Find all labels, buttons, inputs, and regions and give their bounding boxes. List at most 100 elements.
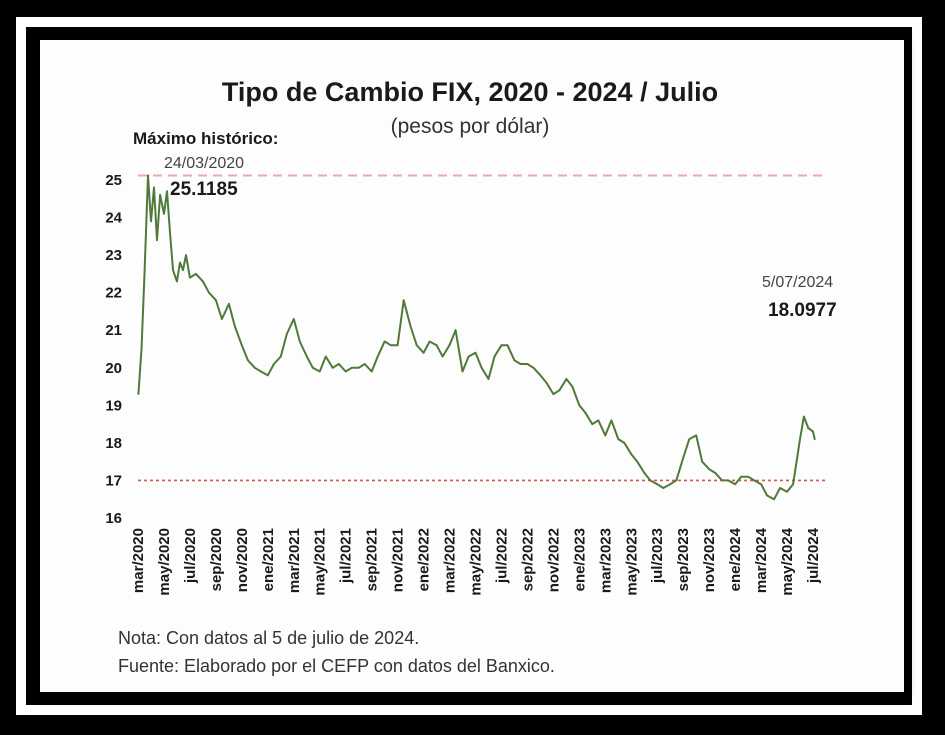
x-tick-label: jul/2020: [182, 528, 199, 584]
data-point: [714, 472, 717, 474]
x-tick-label: nov/2022: [545, 528, 562, 592]
data-point: [311, 366, 314, 369]
data-point: [688, 438, 691, 440]
data-point: [500, 344, 503, 347]
data-point: [786, 490, 788, 493]
data-point: [734, 483, 736, 486]
data-point: [389, 344, 392, 347]
data-point: [169, 231, 171, 234]
x-tick-label: sep/2022: [519, 528, 536, 591]
data-point: [708, 468, 711, 471]
data-point: [727, 479, 730, 482]
data-point: [519, 363, 522, 365]
data-point: [137, 393, 140, 395]
data-point: [643, 472, 646, 474]
data-point: [208, 291, 210, 294]
max-annotation-heading: Máximo histórico:: [133, 129, 278, 148]
data-point: [813, 438, 816, 441]
data-point: [156, 239, 158, 242]
data-point: [747, 475, 749, 478]
y-tick-label: 24: [105, 210, 122, 227]
x-tick-label: mar/2024: [753, 527, 770, 593]
data-point: [773, 498, 775, 501]
data-point: [506, 344, 509, 347]
data-point: [182, 269, 184, 271]
x-tick-label: nov/2020: [234, 528, 251, 592]
x-tick-label: jul/2022: [493, 528, 510, 584]
data-point: [662, 487, 665, 489]
data-point: [779, 487, 781, 489]
data-point: [669, 483, 672, 486]
max-annotation-date: 24/03/2020: [164, 155, 244, 172]
data-point: [558, 389, 561, 392]
data-point: [467, 355, 470, 358]
y-tick-label: 19: [105, 397, 122, 414]
data-point: [143, 273, 146, 275]
series-line-1: [137, 174, 816, 501]
x-tick-label: may/2023: [623, 528, 640, 596]
data-point: [474, 351, 477, 354]
data-point: [376, 355, 379, 358]
data-point: [159, 194, 161, 196]
y-tick-label: 21: [105, 322, 122, 339]
data-point: [415, 344, 418, 347]
data-point: [357, 366, 360, 369]
data-point: [318, 370, 321, 373]
data-point: [202, 280, 204, 283]
data-point: [695, 434, 698, 437]
y-tick-label: 20: [105, 360, 122, 377]
data-point: [240, 344, 243, 347]
y-tick-label: 25: [105, 172, 122, 189]
data-point: [285, 333, 288, 335]
data-point: [253, 366, 256, 369]
data-point: [807, 427, 810, 429]
data-point: [623, 442, 626, 444]
x-tick-label: jul/2021: [338, 528, 355, 584]
data-point: [350, 366, 353, 369]
x-tick-label: jul/2023: [649, 528, 666, 584]
data-point: [363, 363, 366, 365]
data-point: [147, 174, 149, 177]
x-tick-label: mar/2020: [130, 528, 147, 593]
data-point: [591, 423, 594, 425]
data-point: [166, 190, 168, 193]
data-point: [221, 318, 223, 320]
data-point: [266, 374, 269, 377]
data-point: [215, 299, 217, 302]
x-tick-label: ene/2021: [260, 528, 277, 591]
data-point: [584, 411, 587, 414]
x-tick-label: mar/2022: [442, 528, 459, 593]
data-point: [396, 344, 399, 347]
x-tick-label: sep/2021: [364, 528, 381, 591]
data-point: [610, 419, 613, 422]
chart-note: Nota: Con datos al 5 de julio de 2024.: [118, 628, 419, 648]
x-tick-label: mar/2023: [597, 528, 614, 593]
data-point: [402, 299, 405, 302]
x-tick-label: ene/2024: [727, 527, 744, 591]
x-tick-label: nov/2021: [390, 528, 407, 592]
data-point: [571, 385, 574, 388]
data-point: [792, 483, 794, 486]
x-tick-label: mar/2021: [286, 528, 303, 593]
data-point: [247, 359, 249, 362]
data-point: [539, 374, 542, 377]
data-point: [526, 363, 529, 365]
data-point: [422, 351, 425, 354]
y-tick-label: 16: [105, 510, 122, 527]
data-point: [176, 280, 178, 283]
last-annotation-value: 18.0977: [768, 300, 837, 321]
x-tick-label: ene/2023: [571, 528, 588, 591]
data-point: [753, 479, 756, 482]
x-axis-ticks: mar/2020 may/2020 jul/2020 sep/2020 nov/2020…: [130, 527, 822, 595]
data-point: [344, 370, 347, 373]
data-point: [331, 366, 334, 369]
data-point: [766, 494, 768, 497]
data-point: [630, 453, 633, 456]
x-tick-label: sep/2023: [675, 528, 692, 591]
x-tick-label: jul/2024: [805, 527, 822, 584]
data-point: [721, 479, 723, 482]
data-point: [179, 261, 181, 264]
data-point: [337, 363, 340, 365]
data-point: [189, 276, 191, 279]
data-point: [305, 355, 308, 358]
